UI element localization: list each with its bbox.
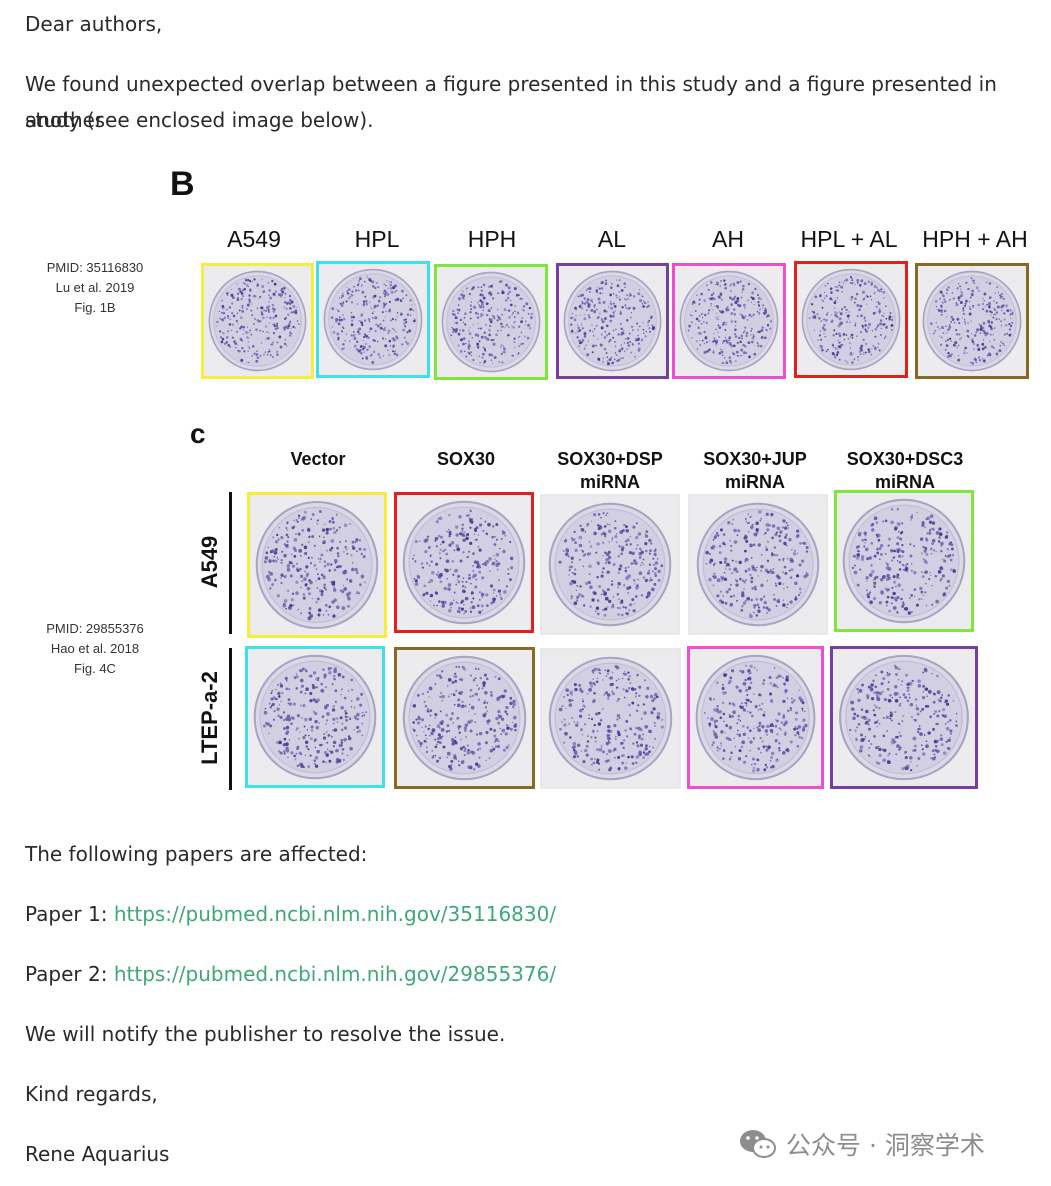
condition-label: A549 — [227, 226, 281, 252]
figure1-source-info: PMID: 35116830 Lu et al. 2019 Fig. 1B — [20, 258, 170, 318]
plate-image — [834, 490, 974, 632]
column-header: Vector — [248, 448, 388, 494]
condition-label: HPH — [467, 226, 517, 252]
column-header-line2: miRNA — [874, 472, 935, 492]
column-header-line1: SOX30+DSC3 — [846, 449, 964, 469]
figure2-source-info: PMID: 29855376 Hao et al. 2018 Fig. 4C — [20, 619, 170, 679]
column-header: SOX30 — [396, 448, 536, 494]
column-header: SOX30+DSC3 miRNA — [835, 448, 975, 494]
plate-image — [830, 646, 978, 789]
column-header-line2: miRNA — [724, 472, 785, 492]
notify-text: We will notify the publisher to resolve … — [25, 1022, 506, 1046]
paper-2-link[interactable]: https://pubmed.ncbi.nlm.nih.gov/29855376… — [113, 962, 557, 986]
plate-image — [672, 263, 786, 379]
plate-image — [688, 494, 828, 635]
condition-label: HPL + AL — [800, 226, 898, 252]
paper-1-line: Paper 1: https://pubmed.ncbi.nlm.nih.gov… — [25, 896, 556, 932]
paper-2-label: Paper 2: — [25, 962, 108, 986]
condition-label: HPH + AH — [922, 226, 1028, 252]
row-divider — [229, 492, 232, 634]
figure1-panel-letter: B — [170, 165, 195, 203]
plate-image — [434, 264, 548, 380]
column-header-line1: Vector — [290, 449, 346, 469]
column-header: SOX30+DSP miRNA — [540, 448, 680, 494]
plate-image — [394, 492, 534, 633]
intro-line-1: We found unexpected overlap between a fi… — [25, 72, 997, 132]
intro-line-2: study (see enclosed image below). — [25, 108, 374, 132]
plate-image — [394, 647, 535, 789]
watermark-text: 公众号 · 洞察学术 — [786, 1131, 985, 1160]
plate-image — [915, 263, 1029, 379]
plate-image — [201, 263, 314, 379]
paper-1-link[interactable]: https://pubmed.ncbi.nlm.nih.gov/35116830… — [113, 902, 557, 926]
condition-label: HPL — [354, 226, 400, 252]
closing-text: Kind regards, — [25, 1082, 158, 1106]
paper-1-label: Paper 1: — [25, 902, 108, 926]
figure2-panel-letter: c — [190, 418, 206, 449]
figure1-authors: Lu et al. 2019 — [55, 280, 135, 295]
condition-label: AL — [597, 226, 627, 252]
plate-image — [540, 494, 680, 635]
plate-image — [556, 263, 669, 379]
row-label: LTEP-a-2 — [197, 671, 222, 765]
column-header-line2: miRNA — [579, 472, 640, 492]
plate-image — [540, 648, 681, 789]
figure2-pmid: PMID: 29855376 — [46, 621, 144, 636]
column-header-line2 — [396, 471, 536, 494]
plate-image — [247, 492, 387, 638]
column-header-line1: SOX30 — [436, 449, 496, 469]
figure1-fig-ref: Fig. 1B — [74, 300, 116, 315]
affected-papers-intro: The following papers are affected: — [25, 842, 368, 866]
figure2-fig-ref: Fig. 4C — [74, 661, 116, 676]
column-header-line1: SOX30+DSP — [557, 449, 663, 469]
column-header-line1: SOX30+JUP — [703, 449, 807, 469]
plate-image — [687, 646, 824, 789]
row-label: A549 — [197, 535, 222, 589]
plate-image — [794, 261, 908, 378]
figure1-pmid: PMID: 35116830 — [46, 260, 144, 275]
paper-2-line: Paper 2: https://pubmed.ncbi.nlm.nih.gov… — [25, 956, 556, 992]
figure2-authors: Hao et al. 2018 — [50, 641, 140, 656]
wechat-icon — [740, 1130, 776, 1158]
plate-image — [245, 646, 385, 788]
column-header-line2 — [248, 471, 388, 494]
condition-label: AH — [712, 226, 744, 252]
signature: Rene Aquarius — [25, 1142, 170, 1166]
row-divider — [229, 648, 232, 790]
watermark: 公众号 · 洞察学术 — [738, 1126, 985, 1162]
column-header: SOX30+JUP miRNA — [685, 448, 825, 494]
greeting: Dear authors, — [25, 12, 163, 36]
plate-image — [316, 261, 430, 378]
